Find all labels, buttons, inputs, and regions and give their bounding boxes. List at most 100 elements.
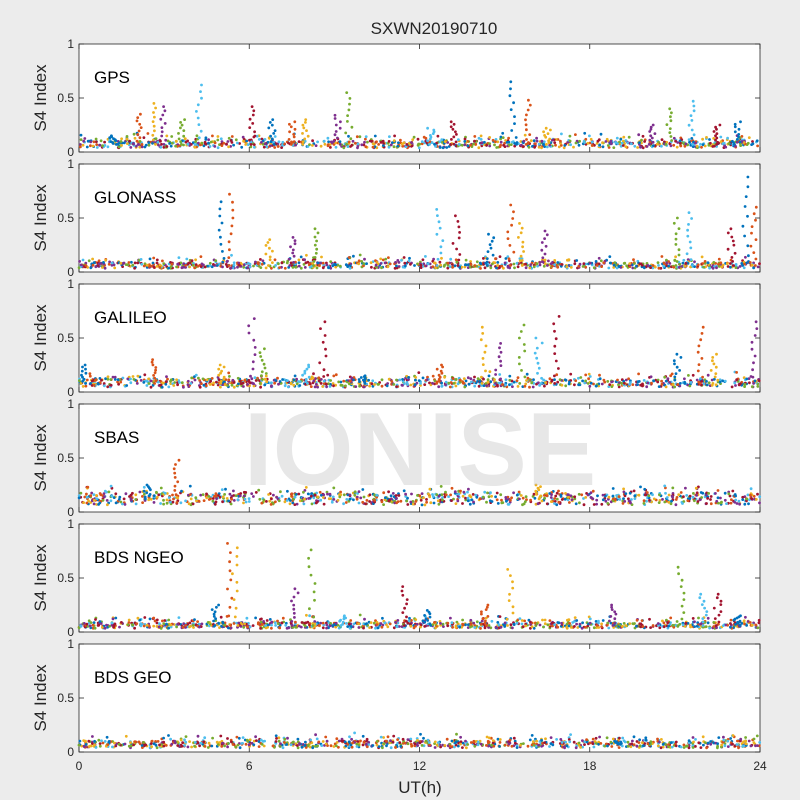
- spike-point: [154, 366, 158, 369]
- spike-point: [480, 382, 484, 385]
- spike-point: [484, 344, 488, 348]
- data-point: [532, 265, 536, 269]
- data-point: [180, 381, 184, 385]
- spike-point: [321, 340, 325, 344]
- spike-point: [524, 123, 528, 127]
- data-point: [122, 497, 126, 501]
- spike-point: [690, 119, 694, 122]
- data-point: [371, 142, 375, 146]
- spike-point: [540, 341, 544, 345]
- data-point: [155, 495, 159, 499]
- data-point: [405, 143, 409, 146]
- data-point: [401, 384, 404, 387]
- data-point: [156, 141, 160, 144]
- data-point: [187, 502, 191, 506]
- data-point: [537, 145, 541, 149]
- y-tick-label: 1: [67, 157, 74, 171]
- data-point: [672, 143, 676, 147]
- spike-point: [110, 134, 113, 138]
- spike-point: [543, 134, 546, 137]
- spike-point: [509, 87, 512, 91]
- chart-title: SXWN20190710: [371, 19, 498, 38]
- spike-point: [316, 231, 320, 235]
- data-point: [417, 371, 421, 374]
- data-point: [542, 143, 545, 147]
- data-point: [236, 141, 239, 145]
- data-point: [381, 258, 385, 262]
- data-point: [488, 144, 492, 148]
- data-point: [92, 140, 96, 144]
- spike-point: [197, 136, 201, 140]
- data-point: [454, 384, 458, 388]
- data-point: [488, 142, 491, 146]
- data-point: [200, 622, 204, 626]
- spike-point: [750, 347, 754, 351]
- spike-point: [692, 109, 696, 113]
- data-point: [747, 136, 751, 140]
- data-point: [652, 497, 656, 501]
- data-point: [328, 385, 332, 388]
- data-point: [387, 256, 390, 259]
- spike-point: [754, 257, 758, 261]
- data-point: [283, 266, 287, 270]
- spike-point: [138, 122, 142, 126]
- data-point: [508, 266, 512, 270]
- spike-point: [293, 120, 297, 124]
- spike-point: [737, 135, 740, 139]
- data-point: [88, 372, 92, 375]
- spike-point: [540, 241, 544, 244]
- data-point: [356, 142, 360, 146]
- spike-point: [152, 374, 156, 377]
- panel-name: GPS: [94, 68, 130, 87]
- data-point: [182, 622, 186, 626]
- data-point: [720, 265, 724, 269]
- data-point: [670, 372, 674, 376]
- data-point: [553, 263, 556, 266]
- data-point: [639, 485, 642, 489]
- data-point: [413, 383, 417, 386]
- data-point: [190, 376, 194, 380]
- plot-area: [78, 523, 761, 633]
- spike-point: [674, 237, 678, 241]
- data-point: [499, 135, 503, 139]
- data-point: [578, 262, 582, 266]
- data-point: [255, 134, 259, 138]
- data-point: [238, 142, 242, 145]
- spike-point: [145, 491, 149, 495]
- data-point: [224, 487, 227, 491]
- data-point: [380, 378, 384, 382]
- spike-point: [259, 355, 263, 358]
- data-point: [396, 259, 400, 262]
- data-point: [215, 380, 218, 384]
- data-point: [92, 502, 96, 506]
- data-point: [219, 615, 223, 619]
- data-point: [151, 141, 154, 145]
- data-point: [753, 379, 757, 383]
- spike-point: [301, 143, 305, 146]
- data-point: [356, 144, 360, 148]
- data-point: [520, 143, 523, 147]
- data-point: [431, 265, 435, 269]
- data-point: [597, 264, 601, 268]
- spike-point: [749, 244, 753, 248]
- spike-point: [716, 140, 719, 144]
- data-point: [273, 258, 277, 262]
- data-point: [232, 499, 236, 502]
- data-point: [433, 261, 436, 265]
- data-point: [694, 486, 698, 490]
- data-point: [147, 498, 151, 502]
- data-point: [394, 261, 397, 264]
- data-point: [221, 495, 225, 499]
- data-point: [584, 373, 588, 377]
- data-point: [371, 379, 375, 383]
- spike-point: [248, 126, 252, 129]
- spike-point: [665, 123, 669, 126]
- data-point: [719, 135, 723, 139]
- spike-point: [711, 382, 715, 385]
- data-point: [473, 139, 476, 143]
- data-point: [213, 141, 217, 145]
- data-point: [106, 375, 110, 379]
- data-point: [183, 137, 187, 141]
- data-point: [87, 619, 91, 623]
